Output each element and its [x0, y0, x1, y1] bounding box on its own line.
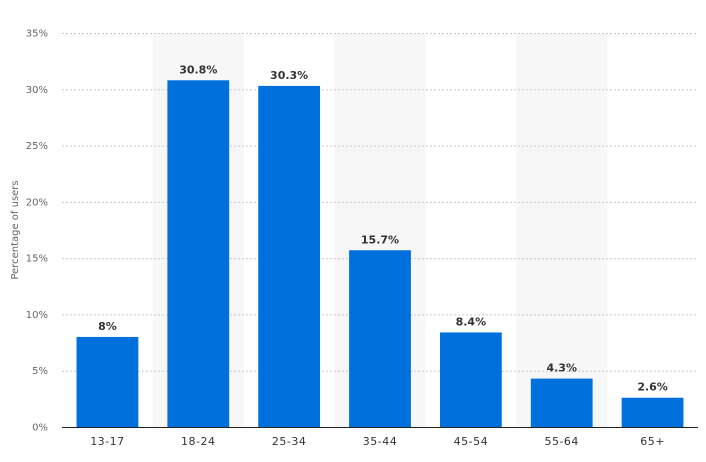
bar [530, 378, 593, 427]
data-label: 8.4% [456, 315, 487, 328]
data-label: 8% [98, 320, 117, 333]
x-tick-label: 45-54 [454, 435, 488, 448]
data-label: 15.7% [361, 233, 399, 246]
x-tick-label: 55-64 [544, 435, 578, 448]
x-axis-labels: 13-17 18-24 25-34 35-44 45-54 55-64 65+ [90, 435, 665, 448]
y-tick-label: 15% [26, 254, 48, 265]
bar [167, 80, 230, 427]
y-tick-label: 0% [32, 423, 48, 434]
bar [349, 250, 411, 427]
category-band [516, 33, 608, 427]
data-label: 30.3% [270, 69, 308, 82]
y-axis-label: Percentage of users [10, 180, 21, 279]
x-tick-label: 25-34 [272, 435, 306, 448]
x-tick-label: 13-17 [90, 435, 124, 448]
bars [76, 80, 684, 427]
bar [439, 332, 502, 427]
bar [258, 85, 321, 427]
y-tick-label: 5% [32, 366, 48, 377]
data-label: 2.6% [637, 381, 668, 394]
y-tick-label: 25% [26, 141, 48, 152]
x-tick-label: 65+ [640, 435, 665, 448]
y-tick-label: 20% [26, 197, 48, 208]
data-labels: 8% 30.8% 30.3% 15.7% 8.4% 4.3% 2.6% [98, 63, 668, 393]
y-axis-ticks: 0% 5% 10% 15% 20% 25% 30% 35% [26, 29, 48, 434]
y-tick-label: 30% [26, 85, 48, 96]
x-tick-label: 35-44 [363, 435, 397, 448]
bar [76, 336, 139, 427]
data-label: 30.8% [179, 63, 217, 76]
x-tick-label: 18-24 [181, 435, 215, 448]
data-label: 4.3% [546, 362, 577, 375]
bar [621, 397, 684, 427]
y-tick-label: 10% [26, 310, 48, 321]
y-tick-label: 35% [26, 29, 48, 40]
